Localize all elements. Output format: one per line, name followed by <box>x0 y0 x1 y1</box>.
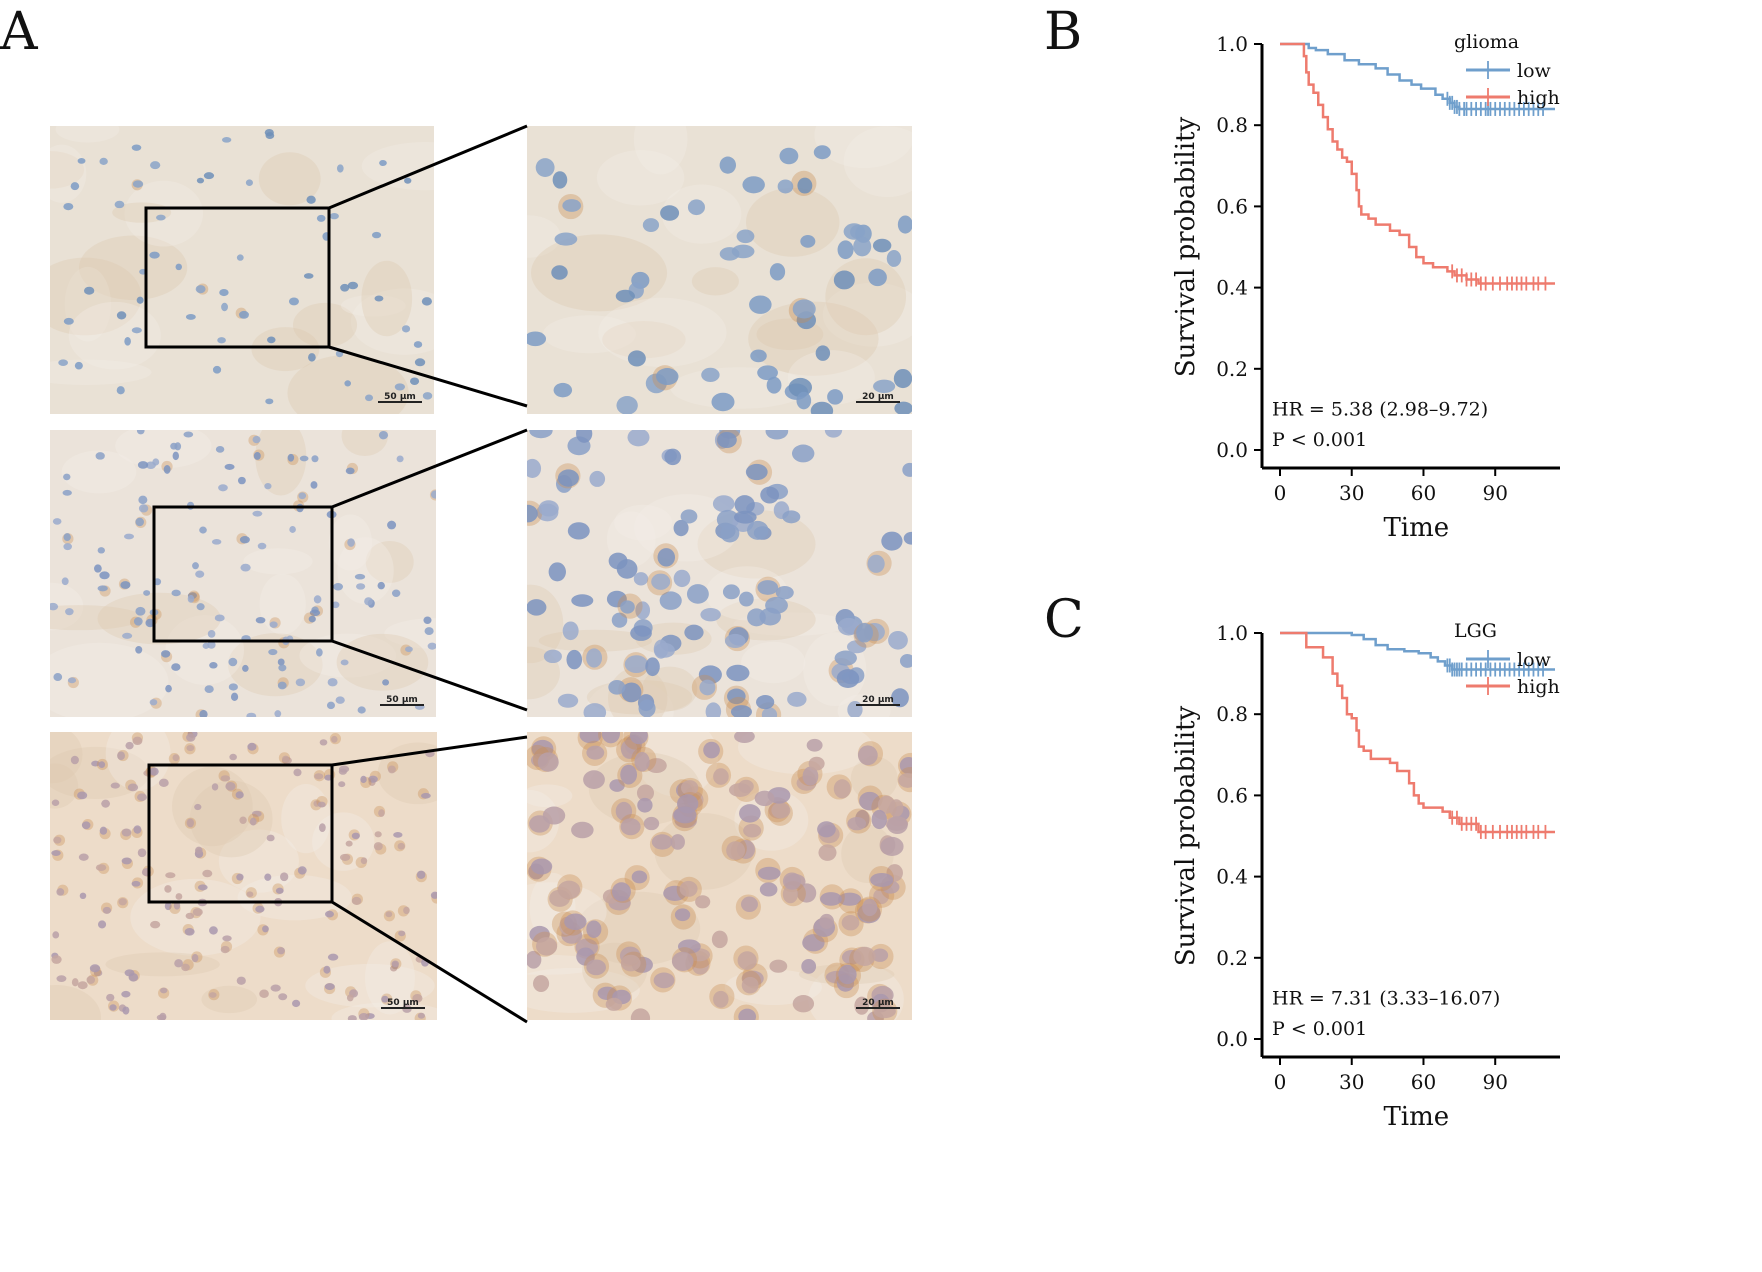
scale-bar-label: 20 µm <box>862 695 894 705</box>
hazard-ratio-text: HR = 7.31 (3.33–16.07) <box>1272 987 1500 1009</box>
x-tick-label: 30 <box>1339 481 1364 505</box>
survival-curve-high <box>1280 631 1555 834</box>
micrograph-low-zoom: 20 µm <box>527 126 912 414</box>
km-plot-b-svg: 0.0 0.2 0.4 0.6 0.8 1.0 0 30 60 90 Time … <box>1171 31 1560 543</box>
legend-title: glioma <box>1454 31 1519 53</box>
micrograph-low-overview: 50 µm <box>50 126 434 414</box>
x-axis-title: Time <box>1383 513 1449 543</box>
x-tick-label: 30 <box>1339 1070 1364 1094</box>
y-tick-label: 0.8 <box>1216 113 1248 137</box>
x-tick-label: 60 <box>1411 1070 1436 1094</box>
y-tick-label: 0.2 <box>1216 357 1248 381</box>
scale-bar-label: 50 µm <box>387 998 419 1008</box>
x-tick-label: 90 <box>1482 1070 1507 1094</box>
x-tick-label: 60 <box>1411 481 1436 505</box>
y-tick-label: 0.4 <box>1216 276 1248 300</box>
y-tick-label: 0.4 <box>1216 865 1248 889</box>
survival-curve-high <box>1280 42 1555 285</box>
scale-bar-label: 20 µm <box>862 392 894 402</box>
micrograph-medium-zoom: 20 µm <box>527 430 912 717</box>
survival-curve-low <box>1280 631 1555 671</box>
scale-bar-label: 50 µm <box>386 695 418 705</box>
y-tick-label: 0.8 <box>1216 702 1248 726</box>
legend-label-high: high <box>1517 87 1560 109</box>
p-value-text: P < 0.001 <box>1272 429 1367 451</box>
y-tick-label: 0.0 <box>1216 1027 1248 1051</box>
survival-curve-low <box>1280 42 1555 111</box>
y-tick-label: 1.0 <box>1216 621 1248 645</box>
km-plot-b: 0.0 0.2 0.4 0.6 0.8 1.0 0 30 60 90 Time … <box>1171 20 1580 554</box>
micrograph-medium-overview: 50 µm <box>50 430 436 717</box>
panel-letter-c: C <box>1044 590 1084 650</box>
scale-bar-label: 50 µm <box>384 392 416 402</box>
p-value-text: P < 0.001 <box>1272 1018 1367 1040</box>
legend-label-high: high <box>1517 676 1560 698</box>
y-tick-label: 1.0 <box>1216 32 1248 56</box>
x-tick-label: 0 <box>1274 1070 1287 1094</box>
y-axis-title: Survival probability <box>1171 706 1201 967</box>
y-tick-label: 0.2 <box>1216 946 1248 970</box>
km-plot-c: 0.0 0.2 0.4 0.6 0.8 1.0 0 30 60 90 Time … <box>1171 609 1580 1143</box>
legend-label-low: low <box>1517 60 1552 82</box>
y-axis-title: Survival probability <box>1171 117 1201 378</box>
x-tick-label: 0 <box>1274 481 1287 505</box>
micrograph-high-overview: 50 µm <box>50 732 437 1020</box>
y-tick-label: 0.6 <box>1216 783 1248 807</box>
legend-title: LGG <box>1454 620 1497 642</box>
scale-bar-label: 20 µm <box>862 998 894 1008</box>
hazard-ratio-text: HR = 5.38 (2.98–9.72) <box>1272 398 1488 420</box>
panel-letter-b: B <box>1044 2 1083 62</box>
micrograph-high-zoom: 20 µm <box>527 732 912 1020</box>
x-axis-title: Time <box>1383 1102 1449 1132</box>
panel-letter-a: A <box>0 2 38 62</box>
y-tick-label: 0.0 <box>1216 438 1248 462</box>
legend-label-low: low <box>1517 649 1552 671</box>
km-plot-c-svg: 0.0 0.2 0.4 0.6 0.8 1.0 0 30 60 90 Time … <box>1171 620 1560 1132</box>
y-tick-label: 0.6 <box>1216 194 1248 218</box>
x-tick-label: 90 <box>1482 481 1507 505</box>
